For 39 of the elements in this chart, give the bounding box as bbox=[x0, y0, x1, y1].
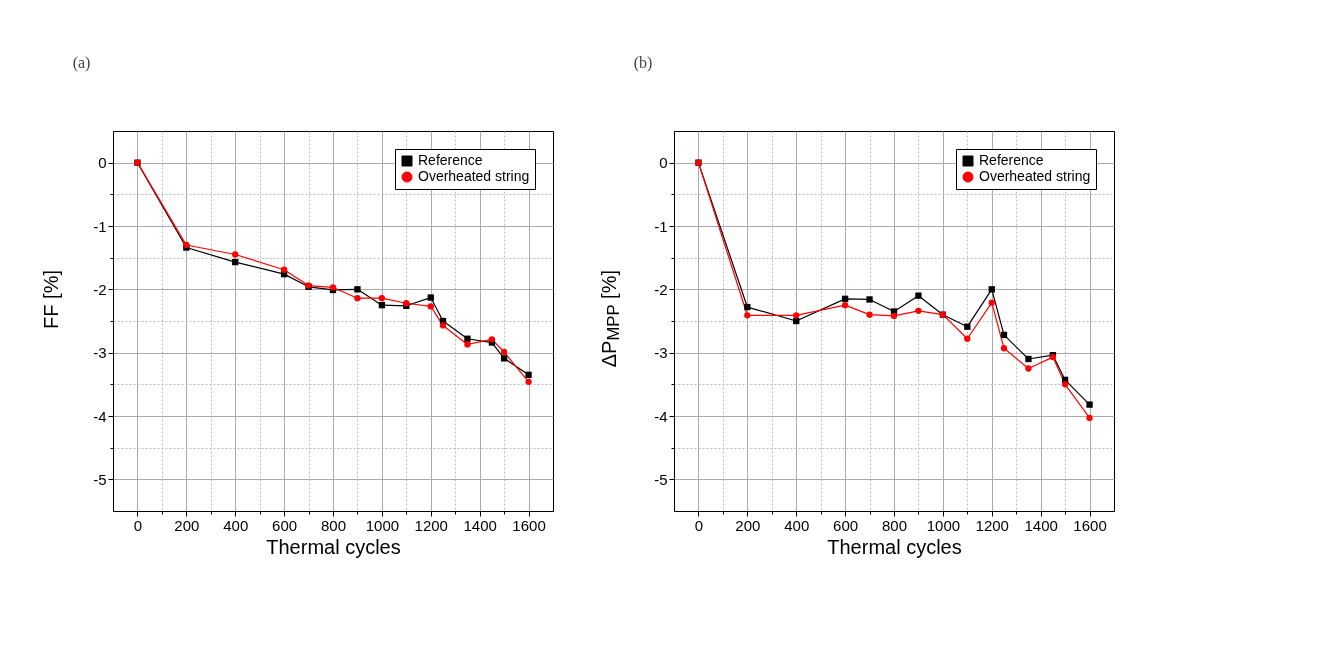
x-axis-title: Thermal cycles bbox=[266, 535, 401, 558]
x-tick-label: 600 bbox=[272, 516, 298, 534]
y-tick-label: 0 bbox=[98, 154, 107, 172]
y-tick-label: -5 bbox=[654, 470, 668, 488]
x-tick-label: 200 bbox=[735, 516, 761, 534]
y-tick-label: -1 bbox=[654, 217, 668, 235]
y-tick-label: -5 bbox=[93, 470, 107, 488]
y-tick-label: -1 bbox=[93, 217, 107, 235]
y-tick-label: -4 bbox=[93, 407, 107, 425]
x-tick-label: 1600 bbox=[1073, 516, 1107, 534]
legend-label: Overheated string bbox=[979, 168, 1091, 184]
chart-title: (b) bbox=[633, 54, 653, 72]
y-tick-label: -3 bbox=[654, 344, 668, 362]
x-tick-label: 800 bbox=[320, 516, 347, 534]
y-axis-title: FF [%] bbox=[40, 270, 63, 329]
x-tick-label: 1600 bbox=[512, 516, 546, 534]
x-tick-label: 1400 bbox=[1024, 516, 1058, 534]
legend-label: Overheated string bbox=[418, 168, 530, 184]
x-tick-label: 1200 bbox=[414, 516, 448, 534]
x-tick-label: 0 bbox=[133, 516, 143, 534]
x-tick-label: 200 bbox=[174, 516, 200, 534]
x-tick-label: 400 bbox=[223, 516, 249, 534]
y-tick-label: -2 bbox=[93, 280, 107, 298]
x-tick-label: 1000 bbox=[365, 516, 400, 534]
x-tick-label: 600 bbox=[833, 516, 859, 534]
legend-label: Reference bbox=[418, 152, 483, 168]
x-tick-label: 800 bbox=[881, 516, 908, 534]
legend-label: Reference bbox=[979, 152, 1044, 168]
y-tick-label: 0 bbox=[659, 154, 668, 172]
x-tick-label: 1400 bbox=[463, 516, 497, 534]
x-tick-label: 0 bbox=[694, 516, 704, 534]
chart-title: (a) bbox=[72, 54, 91, 72]
y-tick-label: -2 bbox=[654, 280, 668, 298]
x-tick-label: 1200 bbox=[975, 516, 1009, 534]
x-tick-label: 1000 bbox=[926, 516, 961, 534]
x-axis-title: Thermal cycles bbox=[827, 535, 962, 558]
y-tick-label: -4 bbox=[654, 407, 668, 425]
x-tick-label: 400 bbox=[784, 516, 810, 534]
y-tick-label: -3 bbox=[93, 344, 107, 362]
